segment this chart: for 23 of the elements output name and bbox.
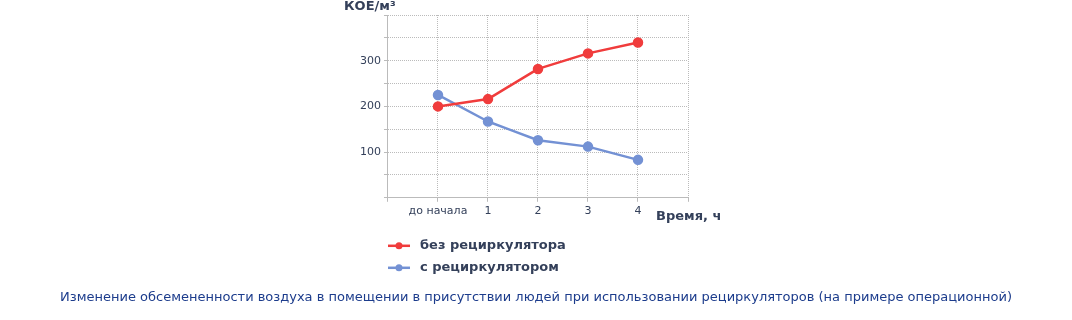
x-tick-label: 4 [634,204,642,218]
y-tick-label: 200 [360,99,381,113]
x-tick-label: 1 [484,204,492,218]
point [582,48,594,59]
y-tick-label: 300 [360,53,381,67]
legend-label: без рециркулятора [420,237,566,253]
point [632,37,644,48]
y-tick-label: 100 [360,144,381,158]
point [432,101,444,112]
point [582,141,594,152]
point [532,63,544,75]
y-axis-title: КОЕ/м³ [344,0,396,13]
point [432,89,444,101]
x-tick-label: 2 [534,204,542,218]
x-tick-label: до начала [408,204,468,218]
point [482,93,494,105]
text: Изменение обсемененности воздуха в помещении в присутствии людей при использовании рециркуляторов (на примере операционной) [60,289,1012,305]
legend-label: с рециркулятором [420,259,559,275]
x-tick-label: 3 [584,204,592,218]
point [632,154,644,166]
point [532,134,544,146]
x-axis-title: Время, ч [656,208,722,224]
point [482,116,494,127]
